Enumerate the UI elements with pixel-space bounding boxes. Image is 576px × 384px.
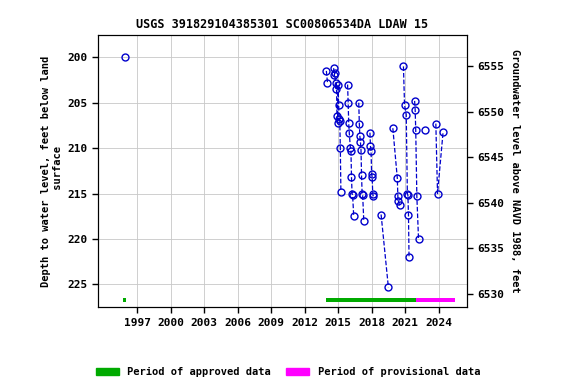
- Y-axis label: Groundwater level above NAVD 1988, feet: Groundwater level above NAVD 1988, feet: [510, 49, 520, 293]
- Bar: [416, 298, 456, 302]
- Bar: [326, 298, 416, 302]
- Y-axis label: Depth to water level, feet below land
 surface: Depth to water level, feet below land su…: [41, 55, 63, 286]
- Bar: [123, 298, 126, 302]
- Title: USGS 391829104385301 SC00806534DA LDAW 15: USGS 391829104385301 SC00806534DA LDAW 1…: [136, 18, 429, 31]
- Legend: Period of approved data, Period of provisional data: Period of approved data, Period of provi…: [96, 367, 480, 377]
